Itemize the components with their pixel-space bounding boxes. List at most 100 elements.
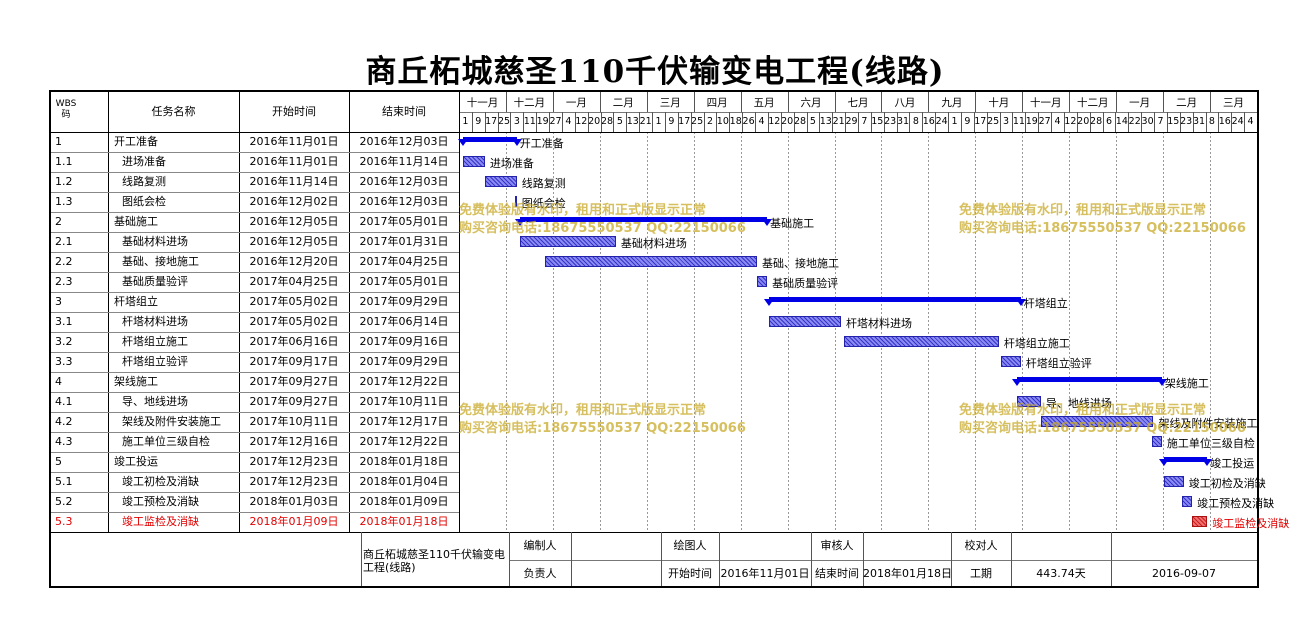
day-label: 7 bbox=[861, 116, 868, 127]
month-divider bbox=[1022, 92, 1024, 112]
row-divider bbox=[51, 472, 459, 473]
end-date-cell: 2017年05月01日 bbox=[359, 215, 449, 228]
task-name-cell: 基础、接地施工 bbox=[122, 255, 199, 268]
task-bar[interactable] bbox=[1182, 496, 1193, 507]
summary-start-marker bbox=[1158, 459, 1169, 466]
start-date-cell: 2017年04月25日 bbox=[249, 275, 339, 288]
day-divider bbox=[742, 112, 744, 132]
task-bar[interactable] bbox=[484, 176, 517, 187]
task-bar[interactable] bbox=[768, 316, 841, 327]
summary-bar[interactable] bbox=[463, 137, 517, 142]
month-divider bbox=[928, 92, 930, 112]
day-label: 12 bbox=[1064, 116, 1077, 127]
day-label: 25 bbox=[987, 116, 1000, 127]
day-label: 31 bbox=[896, 116, 910, 127]
start-time-header: 开始时间 bbox=[272, 105, 316, 118]
task-bar[interactable] bbox=[520, 236, 616, 247]
day-divider bbox=[677, 112, 679, 132]
task-bar[interactable] bbox=[1040, 416, 1154, 427]
day-divider bbox=[1141, 112, 1143, 132]
critical-task-bar[interactable] bbox=[1192, 516, 1208, 527]
watermark-line: 免费体验版有水印，租用和正式版显示正常 bbox=[959, 403, 1207, 418]
end-date-cell: 2016年12月03日 bbox=[359, 195, 449, 208]
task-bar[interactable] bbox=[844, 336, 999, 347]
row-divider bbox=[51, 452, 459, 453]
task-name-cell: 基础材料进场 bbox=[122, 235, 188, 248]
day-divider bbox=[1218, 112, 1220, 132]
month-label: 二月 bbox=[612, 97, 634, 109]
task-name-cell: 杆塔组立验评 bbox=[122, 355, 188, 368]
day-label: 29 bbox=[845, 116, 858, 127]
summary-bar[interactable] bbox=[1163, 457, 1208, 462]
summary-start-marker bbox=[515, 219, 526, 226]
task-name-cell: 竣工投运 bbox=[114, 455, 158, 468]
task-name-cell: 开工准备 bbox=[114, 135, 158, 148]
day-divider bbox=[1038, 112, 1040, 132]
task-bar[interactable] bbox=[545, 256, 757, 267]
month-gridline bbox=[881, 132, 883, 532]
summary-bar[interactable] bbox=[1017, 377, 1162, 382]
task-bar[interactable] bbox=[1151, 436, 1162, 447]
task-bar[interactable] bbox=[757, 276, 768, 287]
start-date-cell: 2016年12月05日 bbox=[249, 235, 339, 248]
wbs-cell: 2.3 bbox=[55, 275, 73, 288]
summary-bar[interactable] bbox=[768, 297, 1021, 302]
end-date-cell: 2017年12月22日 bbox=[359, 375, 449, 388]
day-label: 20 bbox=[1077, 116, 1090, 127]
day-label: 28 bbox=[600, 116, 614, 127]
day-divider bbox=[870, 112, 872, 132]
bar-label: 竣工监检及消缺 bbox=[1212, 517, 1290, 530]
start-time-label: 开始时间 bbox=[668, 567, 712, 580]
end-date-cell: 2018年01月18日 bbox=[359, 455, 449, 468]
day-label: 3 bbox=[513, 116, 520, 127]
start-date-cell: 2016年12月20日 bbox=[249, 255, 339, 268]
start-date-cell: 2017年09月17日 bbox=[249, 355, 339, 368]
day-divider bbox=[1244, 112, 1246, 132]
month-label: 十一月 bbox=[1030, 97, 1062, 109]
footer-divider bbox=[951, 532, 952, 586]
day-divider bbox=[909, 112, 911, 132]
day-label: 16 bbox=[922, 116, 935, 127]
bar-label: 导、地线进场 bbox=[1045, 397, 1112, 410]
month-label: 二月 bbox=[1176, 97, 1198, 109]
month-gridline bbox=[1163, 132, 1165, 532]
wbs-cell: 2 bbox=[55, 215, 62, 228]
start-date-cell: 2017年12月16日 bbox=[249, 435, 339, 448]
day-label: 13 bbox=[819, 116, 832, 127]
day-divider bbox=[793, 112, 795, 132]
footer-project-name: 商丘柘城慈圣110千伏输变电工程(线路) bbox=[363, 548, 505, 574]
bar-label: 基础材料进场 bbox=[620, 237, 687, 250]
task-bar[interactable] bbox=[1000, 356, 1021, 367]
milestone-bar[interactable] bbox=[515, 196, 518, 207]
row-divider bbox=[51, 512, 459, 513]
day-divider bbox=[806, 112, 808, 132]
bar-label: 基础施工 bbox=[770, 217, 815, 230]
row-divider bbox=[51, 412, 459, 413]
month-gridline bbox=[599, 132, 601, 532]
month-label: 四月 bbox=[706, 97, 728, 109]
task-bar[interactable] bbox=[1017, 396, 1041, 407]
task-bar[interactable] bbox=[1163, 476, 1184, 487]
day-label: 19 bbox=[1025, 116, 1038, 127]
row-divider bbox=[51, 492, 459, 493]
watermark-line: 免费体验版有水印，租用和正式版显示正常 bbox=[459, 203, 707, 218]
watermark: 免费体验版有水印，租用和正式版显示正常购买咨询电话:18675550537 QQ… bbox=[959, 202, 1246, 238]
start-time-value: 2016年11月01日 bbox=[720, 567, 810, 580]
wbs-cell: 3.1 bbox=[55, 315, 73, 328]
end-time-label: 结束时间 bbox=[815, 567, 859, 580]
day-divider bbox=[626, 112, 628, 132]
watermark-line: 购买咨询电话:18675550537 QQ:22150066 bbox=[959, 221, 1246, 236]
day-divider bbox=[471, 112, 473, 132]
watermark-line: 免费体验版有水印，租用和正式版显示正常 bbox=[959, 203, 1207, 218]
task-bar[interactable] bbox=[463, 156, 485, 167]
month-divider bbox=[599, 92, 601, 112]
start-date-cell: 2018年01月09日 bbox=[249, 515, 339, 528]
month-gridline bbox=[1116, 132, 1118, 532]
day-label: 26 bbox=[742, 116, 755, 127]
bar-label: 竣工初检及消缺 bbox=[1188, 477, 1266, 490]
task-name-header: 任务名称 bbox=[151, 105, 196, 118]
summary-bar[interactable] bbox=[520, 217, 768, 222]
summary-start-marker bbox=[1012, 379, 1023, 386]
day-label: 25 bbox=[497, 116, 511, 127]
end-date-cell: 2016年11月14日 bbox=[359, 155, 449, 168]
